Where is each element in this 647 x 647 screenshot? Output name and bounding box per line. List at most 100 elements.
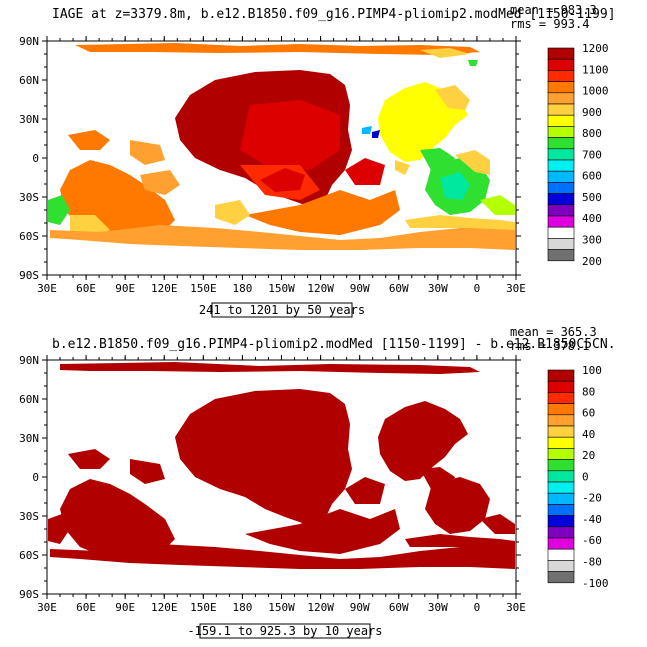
lon-tick-label: 150W — [268, 601, 295, 614]
colorbar-segment — [547, 70, 575, 82]
colorbar-label: 800 — [582, 127, 602, 140]
lon-tick-label: 60W — [389, 601, 409, 614]
colorbar-segment — [547, 92, 575, 105]
colorbar-label: 500 — [582, 191, 602, 204]
colorbar-segment — [547, 126, 575, 138]
lon-tick-label: 180 — [232, 282, 252, 295]
top-colorbar: 1200 1100 1000 900 800 700 600 500 400 300 200 — [547, 42, 609, 268]
colorbar-segment — [547, 81, 575, 94]
lat-tick-label: 60N — [19, 74, 39, 87]
lat-tick-label: 0 — [32, 152, 39, 165]
colorbar-label: 1100 — [582, 63, 609, 76]
bottom-rms-label: rms = 378.1 — [510, 339, 589, 353]
lat-tick-label: 90S — [19, 588, 39, 601]
colorbar-segment — [547, 369, 575, 382]
colorbar-segment — [547, 114, 575, 127]
colorbar-segment — [547, 170, 575, 183]
colorbar-segment — [547, 504, 575, 516]
colorbar-label: 80 — [582, 385, 595, 398]
lat-tick-label: 30N — [19, 113, 39, 126]
colorbar-segment — [547, 204, 575, 217]
lat-tick-label: 60N — [19, 393, 39, 406]
top-latitude-ticks: 90N 60N 30N 0 30S 60S 90S — [19, 35, 521, 282]
lon-tick-label: 120W — [307, 282, 334, 295]
lon-tick-label: 30W — [428, 282, 448, 295]
colorbar-segment — [547, 193, 575, 206]
colorbar-label: 900 — [582, 106, 602, 119]
colorbar-segment — [547, 380, 575, 393]
colorbar-label: 200 — [582, 255, 602, 268]
lon-tick-label: 30E — [37, 282, 57, 295]
colorbar-segment — [547, 526, 575, 539]
top-panel: IAGE at z=3379.8m, b.e12.B1850.f09_g16.P… — [19, 3, 616, 318]
colorbar-segment — [547, 103, 575, 116]
colorbar-segment — [547, 238, 575, 250]
top-rms-label: rms = 993.4 — [510, 17, 589, 31]
lat-tick-label: 0 — [32, 471, 39, 484]
bottom-mean-label: mean = 365.3 — [510, 325, 597, 339]
colorbar-segment — [547, 470, 575, 483]
lon-tick-label: 150W — [268, 282, 295, 295]
colorbar-segment — [547, 215, 575, 228]
colorbar-label: -20 — [582, 492, 602, 505]
lat-tick-label: 60S — [19, 230, 39, 243]
colorbar-segment — [547, 448, 575, 460]
colorbar-label: 20 — [582, 449, 595, 462]
bottom-range-note-box — [199, 623, 371, 639]
colorbar-segment — [547, 159, 575, 172]
lon-tick-label: 30W — [428, 601, 448, 614]
lon-tick-label: 90W — [350, 601, 370, 614]
colorbar-segment — [547, 47, 575, 60]
colorbar-label: 1000 — [582, 85, 609, 98]
lat-tick-label: 30S — [19, 510, 39, 523]
colorbar-segment — [547, 537, 575, 550]
lon-tick-label: 180 — [232, 601, 252, 614]
top-mean-label: mean = 983.3 — [510, 3, 597, 17]
bottom-title: b.e12.B1850.f09_g16.PIMP4-pliomip2.modMe… — [52, 337, 616, 352]
colorbar-segment — [547, 182, 575, 194]
lon-tick-label: 0 — [474, 282, 481, 295]
lon-tick-label: 30E — [506, 601, 526, 614]
lon-tick-label: 90E — [115, 601, 135, 614]
lon-tick-label: 0 — [474, 601, 481, 614]
colorbar-label: 700 — [582, 148, 602, 161]
colorbar-segment — [547, 403, 575, 416]
colorbar-label: -40 — [582, 513, 602, 526]
lon-tick-label: 90W — [350, 282, 370, 295]
colorbar-segment — [547, 492, 575, 505]
bottom-panel: b.e12.B1850.f09_g16.PIMP4-pliomip2.modMe… — [19, 325, 616, 639]
lon-tick-label: 90E — [115, 282, 135, 295]
lat-tick-label: 90N — [19, 35, 39, 48]
colorbar-label: 40 — [582, 428, 595, 441]
top-map-field — [48, 43, 515, 250]
colorbar-label: -60 — [582, 534, 602, 547]
colorbar-segment — [547, 392, 575, 404]
colorbar-segment — [547, 436, 575, 449]
colorbar-label: 100 — [582, 364, 602, 377]
bottom-colorbar: 100 80 60 40 20 0 -20 -40 -60 -80 -100 — [547, 364, 609, 590]
colorbar-label: 0 — [582, 470, 589, 483]
colorbar-segment — [547, 560, 575, 572]
colorbar-label: 60 — [582, 407, 595, 420]
colorbar-segment — [547, 481, 575, 494]
lon-tick-label: 150E — [190, 282, 217, 295]
bottom-map-field — [48, 362, 515, 569]
colorbar-segment — [547, 459, 575, 472]
lat-tick-label: 60S — [19, 549, 39, 562]
lat-tick-label: 30S — [19, 191, 39, 204]
colorbar-segment — [547, 137, 575, 150]
lon-tick-label: 30E — [37, 601, 57, 614]
bottom-longitude-ticks: 30E 60E 90E 120E 150E 180 150W 120W 90W 60W 30W 0 30… — [37, 355, 526, 614]
colorbar-label: -100 — [582, 577, 609, 590]
colorbar-label: -80 — [582, 556, 602, 569]
lat-tick-label: 30N — [19, 432, 39, 445]
lon-tick-label: 30E — [506, 282, 526, 295]
top-range-note-box — [211, 302, 353, 318]
colorbar-label: 400 — [582, 212, 602, 225]
lon-tick-label: 120E — [151, 282, 178, 295]
lon-tick-label: 60E — [76, 601, 96, 614]
colorbar-segment — [547, 58, 575, 71]
top-range-note: 241 to 1201 by 50 years — [199, 303, 365, 317]
colorbar-segment — [547, 414, 575, 427]
colorbar-label: 600 — [582, 170, 602, 183]
